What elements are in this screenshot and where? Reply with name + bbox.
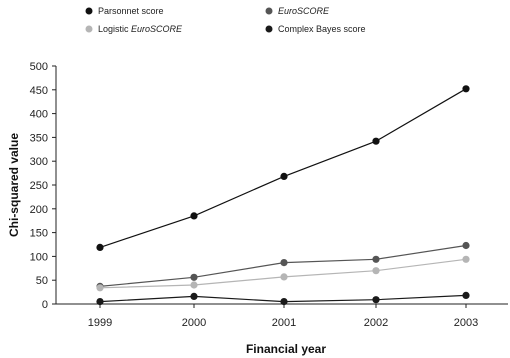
x-tick-label: 1999 (88, 317, 112, 329)
x-axis-ticks: 1999 2000 2001 2002 2003 (88, 304, 478, 329)
data-point (280, 273, 288, 281)
data-point (462, 255, 470, 263)
data-point (280, 259, 288, 267)
data-point (96, 284, 104, 292)
x-tick-label: 2003 (454, 317, 478, 329)
x-tick-label: 2000 (182, 317, 206, 329)
series-0 (96, 85, 470, 251)
legend-marker-euroscore (265, 7, 273, 15)
series-2 (96, 255, 470, 292)
legend-marker-parsonnet (85, 7, 93, 15)
y-tick-label: 400 (30, 109, 48, 121)
legend-label-parsonnet: Parsonnet score (98, 6, 164, 16)
x-tick-label: 2001 (272, 317, 296, 329)
data-point (372, 267, 380, 275)
x-tick-label: 2002 (364, 317, 388, 329)
y-tick-label: 150 (30, 228, 48, 240)
data-point (280, 298, 288, 306)
data-point (190, 292, 198, 300)
data-point (372, 137, 380, 145)
y-tick-label: 100 (30, 251, 48, 263)
legend-label-complex-bayes: Complex Bayes score (278, 24, 366, 34)
x-axis-title: Financial year (246, 342, 326, 356)
y-tick-label: 50 (36, 275, 48, 287)
data-point (96, 298, 104, 306)
data-point (372, 255, 380, 263)
y-tick-label: 450 (30, 85, 48, 97)
y-tick-label: 0 (42, 299, 48, 311)
y-tick-label: 500 (30, 61, 48, 73)
data-point (190, 273, 198, 281)
series-3 (96, 291, 470, 306)
y-axis-ticks: 0 50 100 150 200 250 300 350 400 450 500 (30, 61, 56, 311)
plot-area (96, 85, 470, 306)
legend-label-euroscore: EuroSCORE (278, 6, 330, 16)
data-point (96, 243, 104, 251)
legend-marker-logistic-euroscore (85, 25, 93, 33)
data-point (462, 291, 470, 299)
y-tick-label: 350 (30, 132, 48, 144)
y-axis: 0 50 100 150 200 250 300 350 400 450 500 (30, 61, 57, 311)
y-axis-title: Chi-squared value (7, 133, 21, 237)
y-tick-label: 200 (30, 204, 48, 216)
data-point (280, 172, 288, 180)
legend-item-parsonnet: Parsonnet score (85, 6, 164, 16)
y-tick-label: 300 (30, 156, 48, 168)
legend-marker-complex-bayes (265, 25, 273, 33)
legend-label-logistic-suffix: EuroSCORE (131, 24, 183, 34)
data-point (190, 212, 198, 220)
y-tick-label: 250 (30, 180, 48, 192)
series-line (99, 88, 467, 248)
legend-item-logistic-euroscore: Logistic EuroSCORE (85, 24, 183, 34)
data-point (462, 85, 470, 93)
data-point (372, 296, 380, 304)
legend-label-logistic-prefix: Logistic (98, 24, 131, 34)
legend-item-complex-bayes: Complex Bayes score (265, 24, 366, 34)
legend: Parsonnet score EuroSCORE Logistic EuroS… (85, 6, 366, 34)
legend-label-logistic-euroscore: Logistic EuroSCORE (98, 24, 183, 34)
legend-item-euroscore: EuroSCORE (265, 6, 330, 16)
data-point (462, 241, 470, 250)
x-axis: 1999 2000 2001 2002 2003 (56, 303, 508, 329)
data-point (190, 281, 198, 289)
